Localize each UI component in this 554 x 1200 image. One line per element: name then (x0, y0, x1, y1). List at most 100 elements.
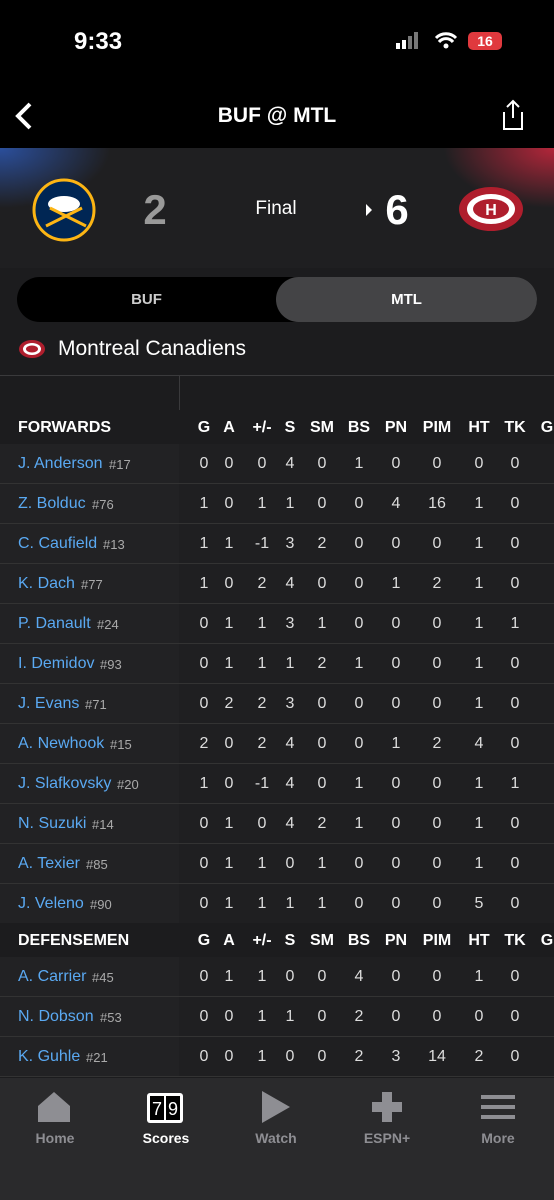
stat-value: 0 (199, 815, 209, 832)
jersey-number: #14 (92, 817, 114, 832)
player-name[interactable]: A. Carrier (18, 968, 87, 985)
column-header: PIM (422, 932, 452, 949)
stat-value: 1 (354, 775, 364, 792)
stat-value: 1 (474, 815, 484, 832)
player-name[interactable]: C. Caufield (18, 535, 98, 552)
tab-label[interactable]: Home (35, 1130, 75, 1146)
stat-value: 0 (224, 455, 234, 472)
column-header: S (284, 932, 296, 949)
stat-value: 0 (432, 815, 442, 832)
stat-value: 0 (354, 495, 364, 512)
mtl-logo[interactable]: H (456, 184, 526, 234)
active-tab-bg (276, 277, 537, 322)
tab-label[interactable]: Scores (142, 1130, 190, 1146)
column-header: G (540, 419, 554, 436)
stat-value: 0 (391, 455, 401, 472)
stat-value: 0 (317, 735, 327, 752)
player-name[interactable]: I. Demidov (18, 655, 95, 672)
buf-logo[interactable] (32, 178, 96, 242)
stat-value: 0 (317, 455, 327, 472)
stat-value: 2 (317, 655, 327, 672)
player-name[interactable]: Z. Bolduc (18, 495, 86, 512)
stat-value: 1 (391, 575, 401, 592)
team-tab[interactable]: BUF (131, 291, 162, 308)
tab-label[interactable]: Watch (255, 1130, 297, 1146)
player-name[interactable]: N. Dobson (18, 1008, 94, 1025)
stat-value: 4 (474, 735, 484, 752)
home-score: 6 (385, 186, 409, 233)
column-header: PN (384, 932, 408, 949)
jersey-number: #45 (92, 970, 114, 985)
stat-value: 2 (317, 815, 327, 832)
jersey-number: #24 (97, 617, 119, 632)
team-tab[interactable]: MTL (391, 291, 422, 308)
player-cell-bg (0, 724, 179, 763)
stat-value: 2 (432, 575, 442, 592)
stat-value: 0 (317, 775, 327, 792)
stat-value: 0 (510, 495, 520, 512)
stat-value: 1 (317, 895, 327, 912)
tab-label[interactable]: More (481, 1130, 515, 1146)
stat-value: 4 (285, 735, 295, 752)
stat-value: 1 (224, 655, 234, 672)
back-button[interactable] (10, 100, 40, 132)
column-header: A (223, 419, 235, 436)
section-title: DEFENSEMEN (18, 932, 130, 949)
stat-value: 3 (285, 695, 295, 712)
jersey-number: #90 (90, 897, 112, 912)
stat-value: 1 (257, 895, 267, 912)
stat-value: 1 (474, 655, 484, 672)
stat-value: 1 (224, 815, 234, 832)
stat-value: 0 (510, 575, 520, 592)
stat-value: 4 (285, 575, 295, 592)
player-cell-bg (0, 957, 179, 996)
stat-value: 0 (199, 1048, 209, 1065)
tab-label[interactable]: ESPN+ (363, 1130, 411, 1146)
stat-value: 1 (285, 1008, 295, 1025)
stat-value: 2 (354, 1008, 364, 1025)
jersey-number: #53 (100, 1010, 122, 1025)
stat-value: 1 (285, 495, 295, 512)
stat-value: 0 (432, 895, 442, 912)
player-name[interactable]: J. Evans (18, 695, 80, 712)
stat-value: 0 (510, 968, 520, 985)
stat-value: 0 (432, 615, 442, 632)
stat-value: 14 (428, 1048, 446, 1065)
player-name[interactable]: N. Suzuki (18, 815, 87, 832)
stat-value: 1 (285, 655, 295, 672)
player-name[interactable]: A. Newhook (18, 735, 105, 752)
stat-value: 0 (199, 615, 209, 632)
column-header: PN (384, 419, 408, 436)
player-name[interactable]: J. Veleno (18, 895, 84, 912)
stat-value: 1 (510, 775, 520, 792)
stat-value: 2 (317, 535, 327, 552)
player-name[interactable]: K. Guhle (18, 1048, 81, 1065)
stat-value: 0 (224, 495, 234, 512)
stat-value: 1 (354, 655, 364, 672)
stat-value: 0 (510, 655, 520, 672)
stat-value: 0 (391, 1008, 401, 1025)
stat-value: 4 (285, 815, 295, 832)
stat-value: 0 (391, 615, 401, 632)
column-header: BS (347, 932, 371, 949)
stat-value: 0 (224, 775, 234, 792)
stat-value: 1 (224, 535, 234, 552)
stat-value: 1 (224, 855, 234, 872)
player-name[interactable]: K. Dach (18, 575, 75, 592)
player-name[interactable]: A. Texier (18, 855, 80, 872)
stat-value: 1 (257, 1008, 267, 1025)
column-header: SM (310, 419, 334, 436)
stat-value: 0 (199, 695, 209, 712)
player-name[interactable]: P. Danault (18, 615, 91, 632)
stat-value: 0 (199, 455, 209, 472)
share-button[interactable] (498, 98, 528, 132)
player-cell-bg (0, 997, 179, 1036)
player-name[interactable]: J. Anderson (18, 455, 103, 472)
jersey-number: #85 (86, 857, 108, 872)
stat-value: 1 (257, 1048, 267, 1065)
player-cell-bg (0, 644, 179, 683)
player-name[interactable]: J. Slafkovsky (18, 775, 112, 792)
player-cell-bg (0, 804, 179, 843)
stat-value: 0 (391, 895, 401, 912)
stat-value: 4 (285, 775, 295, 792)
